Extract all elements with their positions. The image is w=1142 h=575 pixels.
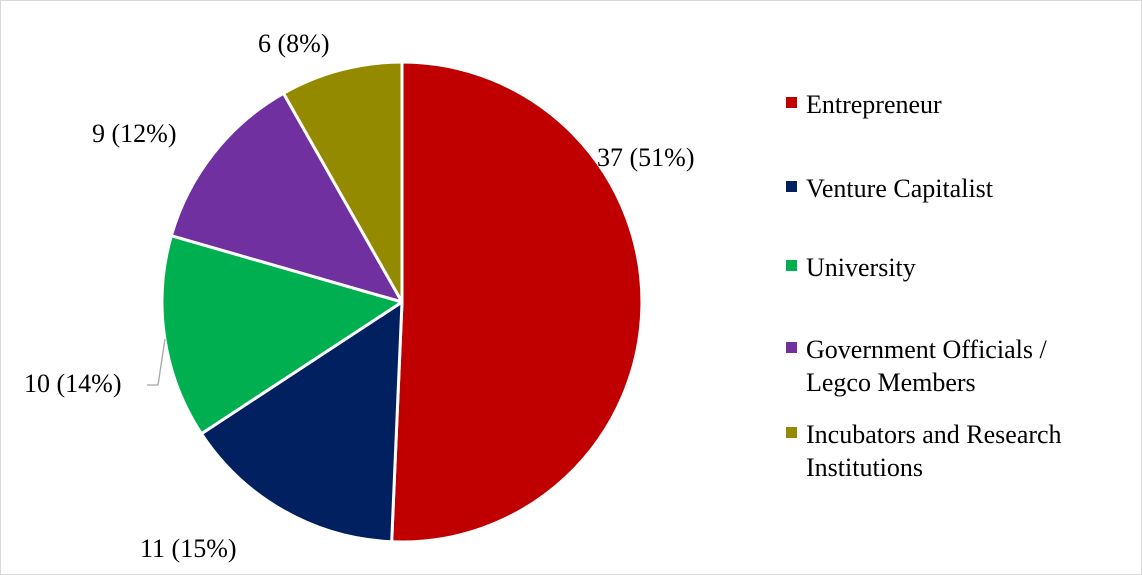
data-label: 9 (12%) (92, 119, 176, 148)
pie-slice-venture-capitalist (199, 300, 404, 544)
pie-slice-government-officials-legco-members (169, 91, 404, 304)
data-labels: 37 (51%) 11 (15%) 10 (14%) 9 (12%) 6 (8%) (24, 29, 694, 563)
legend-marker-icon (786, 427, 797, 438)
legend-label: Incubators and Research (806, 420, 1062, 449)
data-label: 10 (14%) (24, 369, 121, 398)
pie-slice-incubators-and-research-institutions (281, 60, 404, 304)
legend-label: Institutions (806, 453, 923, 482)
data-label: 37 (51%) (597, 143, 694, 172)
legend-label: Venture Capitalist (806, 174, 994, 203)
legend-label: Entrepreneur (806, 90, 942, 119)
legend-marker-icon (786, 97, 797, 108)
legend-marker-icon (786, 342, 797, 353)
pie-slice-entrepreneur (390, 60, 644, 544)
data-label: 11 (15%) (140, 534, 237, 563)
legend: Entrepreneur Venture Capitalist University… (786, 90, 1062, 482)
legend-label: Legco Members (806, 368, 976, 397)
data-label: 6 (8%) (258, 29, 329, 58)
legend-label: University (806, 253, 916, 282)
legend-label: Government Officials / (806, 335, 1047, 364)
leader-lines (147, 338, 166, 386)
legend-marker-icon (786, 260, 797, 271)
leader-line (147, 338, 166, 386)
pie-slices (160, 60, 644, 544)
legend-marker-icon (786, 181, 797, 192)
